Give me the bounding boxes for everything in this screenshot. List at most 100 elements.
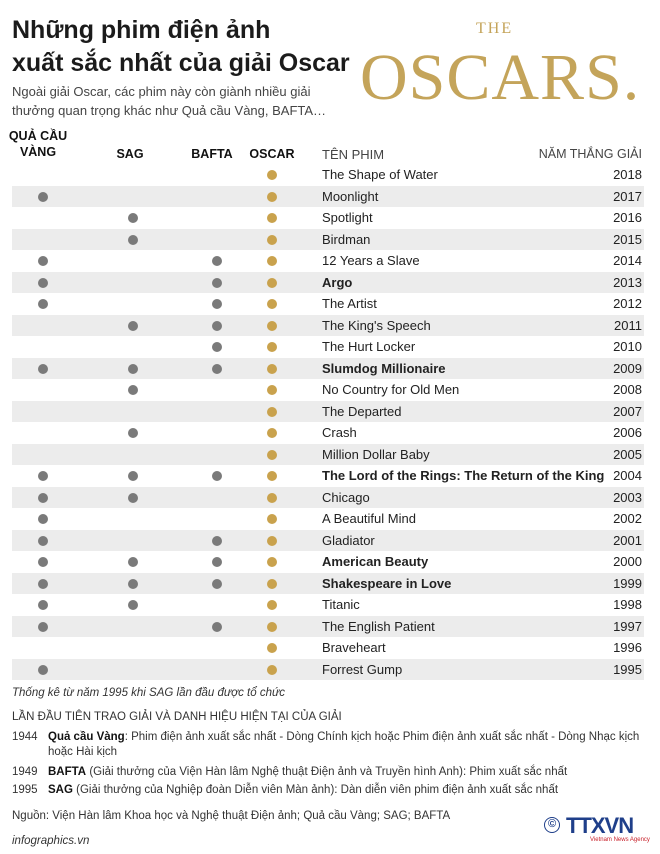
film-title: No Country for Old Men	[322, 382, 460, 397]
win-year: 2004	[613, 468, 642, 483]
gg-award-dot	[38, 600, 48, 610]
ttxvn-logo: © TTXVN Vietnam News Agency	[544, 813, 650, 847]
sag-award-dot	[128, 428, 138, 438]
oscar-award-dot	[267, 643, 277, 653]
win-year: 2009	[613, 360, 642, 376]
gg-award-dot	[38, 578, 48, 589]
film-title: American Beauty	[322, 554, 429, 569]
oscar-award-dot	[267, 600, 277, 610]
sag-award-dot	[128, 320, 138, 331]
header-sag: SAG	[116, 147, 144, 161]
award-text: Quả cầu Vàng: Phim điện ảnh xuất sắc nhấ…	[48, 730, 642, 760]
bafta-award-dot	[212, 557, 222, 567]
win-year: 2007	[613, 403, 642, 419]
table-row: The King's Speech 2011	[12, 314, 644, 336]
logo-oscars: OSCARS.	[360, 41, 641, 114]
gg-award-dot	[38, 557, 48, 567]
sag-award-dot	[128, 234, 138, 245]
oscar-award-dot	[267, 514, 277, 524]
sag-award-dot	[128, 492, 138, 503]
gg-award-dot	[38, 363, 48, 374]
film-title: Birdman	[322, 231, 371, 247]
win-year: 2006	[613, 425, 642, 440]
win-year: 1999	[613, 575, 642, 591]
win-year: 2008	[613, 382, 642, 397]
win-year: 2014	[613, 253, 642, 268]
bafta-award-dot	[212, 342, 222, 352]
win-year: 2000	[613, 554, 642, 569]
table-row: Forrest Gump 1995	[12, 658, 644, 680]
logo-the: THE	[476, 20, 514, 37]
header-film-name: TÊN PHIM	[322, 147, 385, 162]
gg-award-dot	[38, 191, 48, 202]
award-year: 1949	[12, 766, 38, 778]
win-year: 1997	[613, 618, 642, 634]
film-title: Braveheart	[322, 640, 386, 655]
copyright-icon: ©	[544, 817, 560, 833]
oscar-award-dot	[267, 449, 277, 460]
footnote: Thống kê từ năm 1995 khi SAG lần đầu đượ…	[12, 687, 286, 699]
film-title: The Departed	[322, 403, 402, 419]
award-text: SAG (Giải thưởng của Nghiệp đoàn Diễn vi…	[48, 783, 642, 798]
award-name: Quả cầu Vàng	[48, 731, 125, 743]
sag-award-dot	[128, 600, 138, 610]
win-year: 2015	[613, 231, 642, 247]
bafta-award-dot	[212, 578, 222, 589]
film-title: The King's Speech	[322, 317, 431, 333]
gg-award-dot	[38, 664, 48, 675]
header-golden-globe-line2: VÀNG	[19, 145, 57, 159]
film-title: Slumdog Millionaire	[322, 360, 446, 376]
win-year: 2002	[613, 511, 642, 526]
header-oscar: OSCAR	[249, 147, 295, 161]
oscar-award-dot	[267, 385, 277, 395]
table-row: Shakespeare in Love 1999	[12, 572, 644, 594]
source-note: Nguồn: Viện Hàn lâm Khoa học và Nghệ thu…	[12, 810, 451, 822]
award-desc: (Giải thưởng của Viện Hàn lâm Nghệ thuật…	[86, 766, 568, 778]
title-line-2: xuất sắc nhất của giải Oscar	[12, 49, 350, 77]
film-title: 12 Years a Slave	[322, 253, 420, 268]
award-entry-golden-globe: 1944 Quả cầu Vàng: Phim điện ảnh xuất sắ…	[12, 730, 642, 762]
win-year: 2001	[613, 532, 642, 548]
win-year: 2012	[613, 296, 642, 311]
win-year: 2010	[613, 339, 642, 354]
award-entry-bafta: 1949 BAFTA (Giải thưởng của Viện Hàn lâm…	[12, 765, 642, 781]
oscar-award-dot	[267, 213, 277, 223]
film-title: Titanic	[322, 597, 360, 612]
oscar-award-dot	[267, 363, 277, 374]
sag-award-dot	[128, 557, 138, 567]
oscar-award-dot	[267, 428, 277, 438]
table-row: Crash 2006	[12, 422, 644, 444]
table-row: Slumdog Millionaire 2009	[12, 357, 644, 379]
win-year: 1998	[613, 597, 642, 612]
film-title: Moonlight	[322, 188, 379, 204]
gg-award-dot	[38, 514, 48, 524]
oscar-award-dot	[267, 492, 277, 503]
film-title: A Beautiful Mind	[322, 511, 416, 526]
award-text: BAFTA (Giải thưởng của Viện Hàn lâm Nghệ…	[48, 765, 642, 780]
film-title: The Lord of the Rings: The Return of the…	[322, 468, 605, 483]
win-year: 2017	[613, 188, 642, 204]
table-row: The Hurt Locker 2010	[12, 336, 644, 358]
header-golden-globe: QUẢ CẦU VÀNG	[8, 128, 68, 160]
oscar-award-dot	[267, 557, 277, 567]
bafta-award-dot	[212, 621, 222, 632]
award-year: 1995	[12, 784, 38, 796]
site-link[interactable]: infographics.vn	[12, 835, 90, 847]
table-row: The Lord of the Rings: The Return of the…	[12, 465, 644, 487]
oscar-award-dot	[267, 234, 277, 245]
gg-award-dot	[38, 492, 48, 503]
bafta-award-dot	[212, 299, 222, 309]
oscar-award-dot	[267, 471, 277, 481]
sag-award-dot	[128, 363, 138, 374]
table-row: Argo 2013	[12, 271, 644, 293]
table-row: American Beauty 2000	[12, 551, 644, 573]
sag-award-dot	[128, 578, 138, 589]
film-title: The Hurt Locker	[322, 339, 416, 354]
oscar-award-dot	[267, 299, 277, 309]
table-row: Million Dollar Baby 2005	[12, 443, 644, 465]
table-row: Birdman 2015	[12, 228, 644, 250]
oscars-logo: THE OSCARS.	[358, 18, 648, 118]
oscar-award-dot	[267, 170, 277, 180]
gg-award-dot	[38, 277, 48, 288]
film-title: Million Dollar Baby	[322, 446, 430, 462]
